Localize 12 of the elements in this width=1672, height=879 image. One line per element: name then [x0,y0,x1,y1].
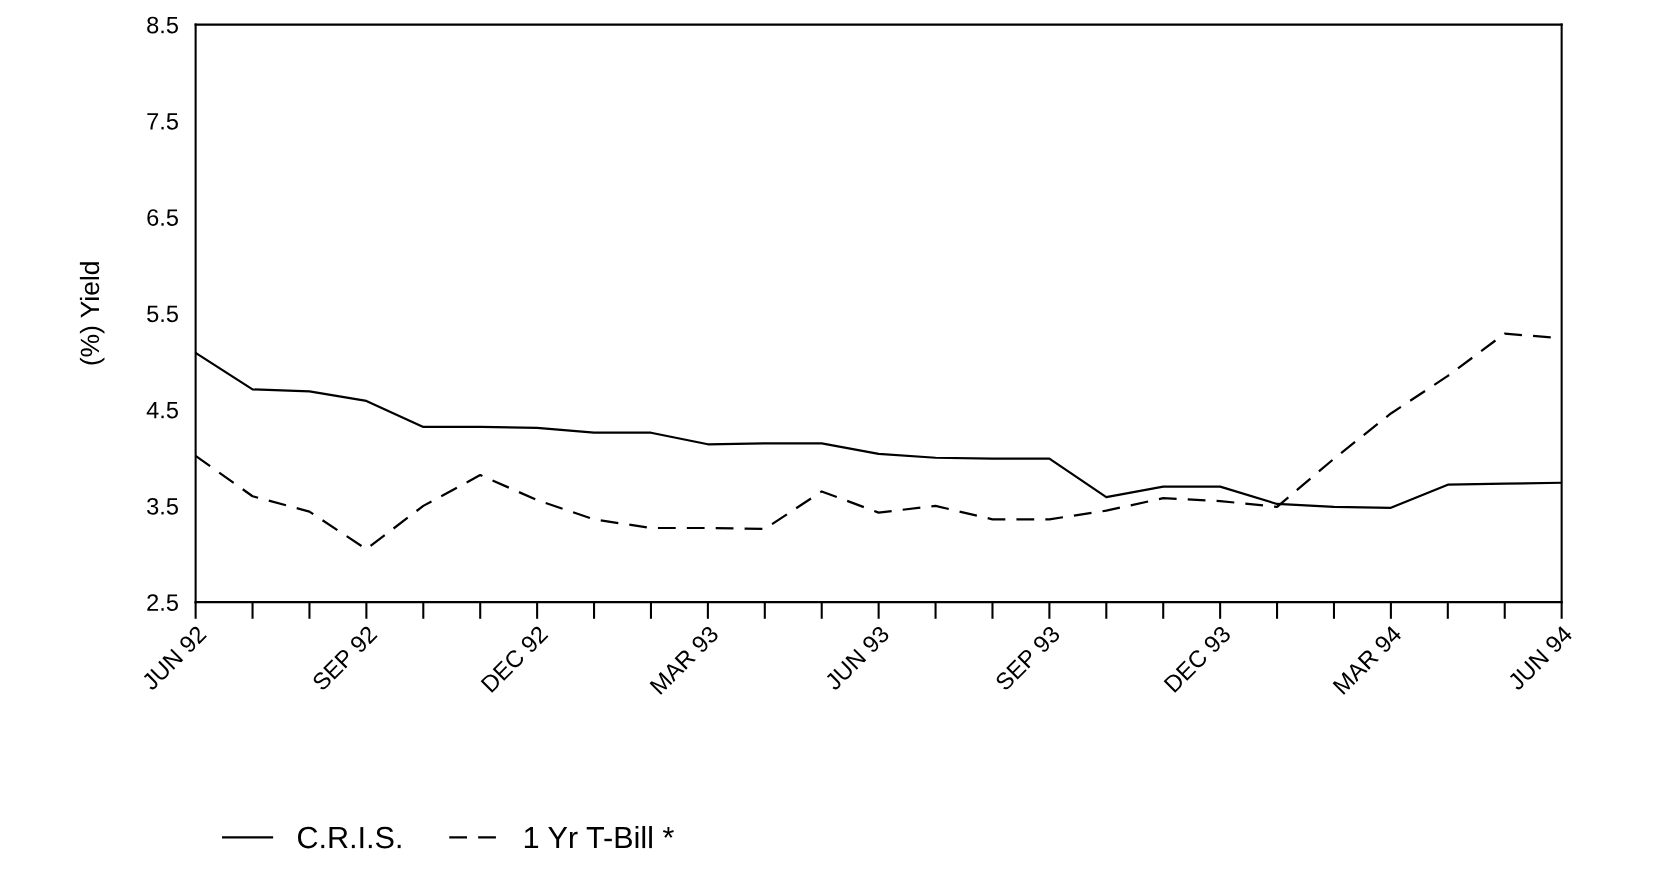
legend-label: C.R.I.S. [298,826,401,849]
y-tick-label: 2.5 [147,594,178,611]
y-tick-label: 6.5 [147,209,178,226]
y-tick-label: 8.5 [147,16,178,34]
x-tick-label: SEP 93 [994,624,1061,692]
y-tick-label: 3.5 [147,497,178,515]
y-tick-label: 4.5 [146,401,178,419]
y-tick-label: 5.5 [147,305,178,323]
x-tick-label: SEP 92 [311,624,378,692]
y-axis-title: (%) Yield [79,262,105,365]
legend-label: 1 Yr T-Bill * [524,825,674,849]
y-tick-label: 7.5 [147,113,178,130]
